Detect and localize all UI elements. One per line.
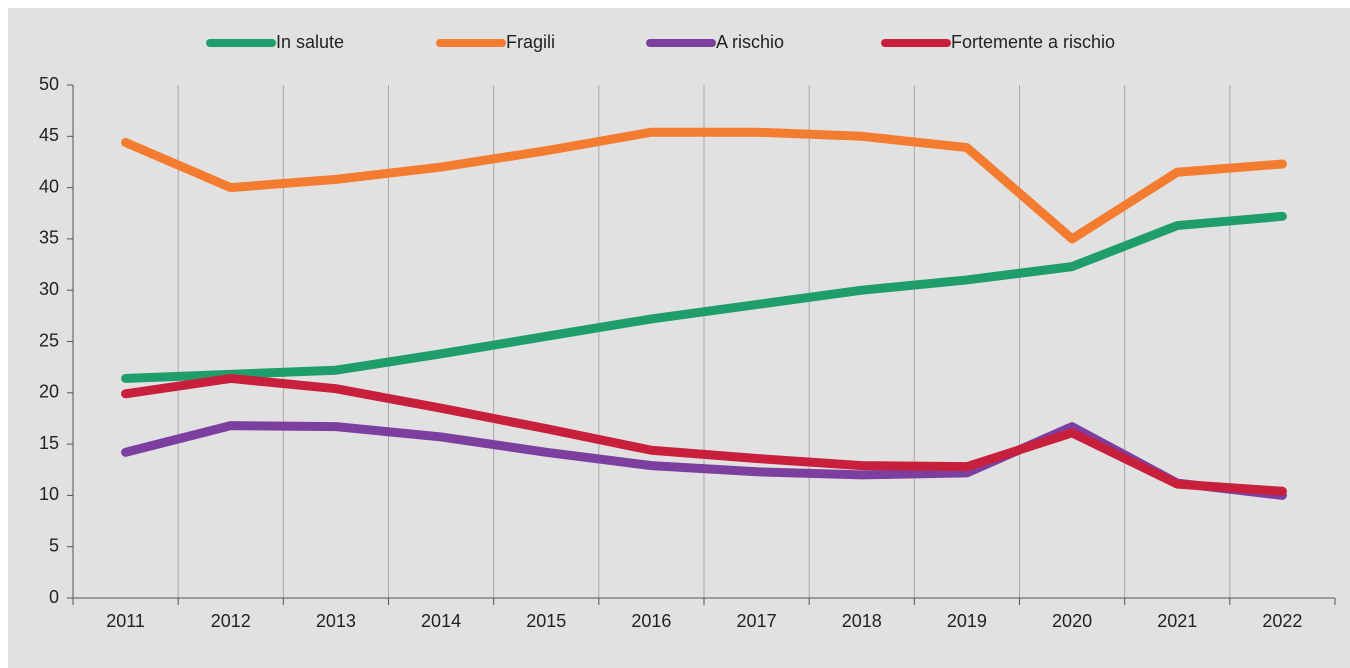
y-tick-label: 15 [39,433,59,453]
x-tick-label: 2018 [842,611,882,631]
y-tick-label: 35 [39,228,59,248]
y-tick-label: 50 [39,74,59,94]
chart-background [8,8,1350,668]
x-tick-label: 2011 [106,611,145,631]
x-tick-label: 2012 [211,611,251,631]
legend-label: Fragili [506,32,555,52]
y-tick-label: 45 [39,125,59,145]
x-tick-label: 2014 [421,611,461,631]
y-tick-label: 25 [39,330,59,350]
x-tick-label: 2013 [316,611,356,631]
x-tick-label: 2017 [737,611,777,631]
series-line [121,211,1287,383]
x-tick-label: 2016 [631,611,671,631]
y-tick-label: 40 [39,176,59,196]
x-tick-label: 2020 [1052,611,1092,631]
x-tick-label: 2015 [526,611,566,631]
y-tick-label: 30 [39,279,59,299]
y-tick-label: 0 [49,587,59,607]
series-line [121,421,1287,500]
series-line [121,373,1287,496]
x-tick-label: 2021 [1157,611,1197,631]
x-tick-label: 2019 [947,611,987,631]
legend-label: In salute [276,32,344,52]
legend-label: A rischio [716,32,784,52]
y-tick-label: 5 [49,535,59,555]
y-tick-label: 10 [39,484,59,504]
x-tick-label: 2022 [1262,611,1302,631]
legend-label: Fortemente a rischio [951,32,1115,52]
y-tick-label: 20 [39,382,59,402]
series-line [121,127,1287,244]
